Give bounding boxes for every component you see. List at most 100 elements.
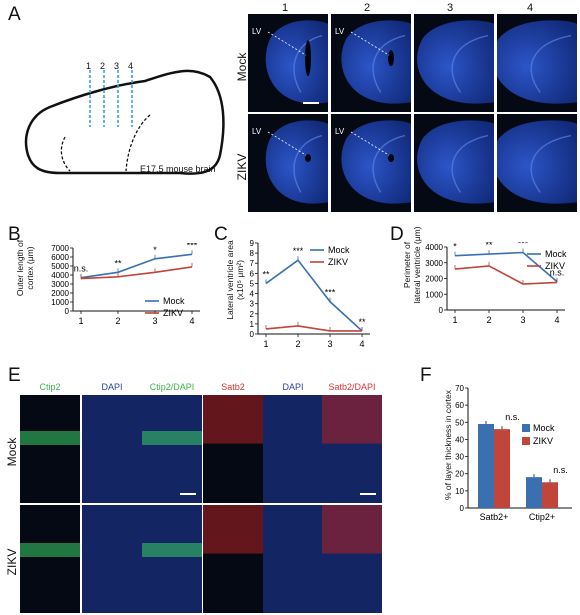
y-tick-label: 8: [250, 249, 255, 258]
dapi-signal: [82, 505, 142, 613]
lv-label: LV: [252, 27, 262, 36]
x-tick-label: 1: [452, 315, 457, 325]
tissue-shape: [417, 20, 494, 104]
legend-label-zikv: ZIKV: [545, 261, 565, 271]
micro-a-mock-1: LV: [248, 14, 328, 112]
col-header-1: 1: [282, 2, 289, 14]
x-tick-label: 2: [115, 316, 120, 326]
brain-caption: E17.5 mouse brain: [140, 164, 216, 174]
panel-label-e: E: [8, 365, 21, 386]
significance-marker: *: [453, 242, 457, 252]
col-header-2: 2: [364, 2, 371, 14]
series-mock-line: [454, 251, 558, 283]
cortex-edge: [293, 134, 323, 193]
y-tick-label: 1: [250, 320, 255, 329]
row-label-zikv: ZIKV: [235, 153, 249, 181]
y-tick-label: 1000: [425, 290, 443, 299]
satb2-band: [203, 505, 263, 554]
section-num-3: 3: [114, 61, 120, 71]
lateral-ventricle: [305, 40, 311, 77]
panel-label-b: B: [8, 224, 21, 245]
lv-label: LV: [335, 27, 345, 36]
y-tick-label: 70: [455, 384, 464, 393]
y-tick-label: 60: [455, 401, 464, 410]
e-header-4: DAPI: [282, 382, 304, 392]
bar-zikv-1: [542, 482, 558, 508]
micro-e-0-0: [20, 395, 80, 503]
micro-e-1-1: [82, 505, 142, 613]
e-row-label-zikv: ZIKV: [5, 548, 19, 576]
micro-a-zikv-3: [414, 114, 494, 212]
tissue-image: [142, 505, 202, 613]
brain-sketch: [24, 69, 225, 175]
micro-e-0-1: [82, 395, 142, 503]
significance-marker: ***: [187, 243, 198, 250]
significance-marker: *: [153, 245, 157, 255]
micro-e-1-0: [20, 505, 80, 613]
significance-marker: n.s.: [553, 465, 568, 475]
lv-pointer: [267, 131, 307, 156]
y-tick-label: 40: [455, 435, 464, 444]
series-zikv-line: [454, 265, 558, 285]
significance-marker: ***: [325, 288, 336, 298]
tissue-shape: [497, 120, 577, 204]
x-tick-label: 4: [359, 339, 364, 349]
tissue-shape: [265, 20, 328, 104]
x-tick-label: 3: [327, 339, 332, 349]
e-header-1: DAPI: [101, 382, 123, 392]
legend-label-zikv: ZIKV: [328, 257, 348, 267]
significance-marker: n.s.: [74, 264, 89, 274]
panel-label-a: A: [8, 4, 21, 25]
brain-hippocampal-dash: [60, 136, 71, 172]
ctip2-band: [20, 543, 80, 557]
lv-label: LV: [252, 127, 262, 136]
tissue-image: [322, 505, 382, 613]
micro-e-1-3: [203, 505, 263, 613]
tissue-image: [82, 505, 142, 613]
x-tick-label: 3: [520, 315, 525, 325]
y-tick-label: 1000: [51, 298, 69, 307]
lateral-ventricle: [305, 154, 311, 163]
y-tick-label: 6: [250, 269, 255, 278]
x-tick-label: Ctip2+: [529, 512, 555, 522]
col-header-3: 3: [447, 2, 454, 14]
y-tick-label: 20: [455, 470, 464, 479]
y-tick-label: 0: [439, 306, 444, 315]
series-mock-line: [80, 253, 193, 279]
y-tick-label: 4000: [425, 243, 443, 252]
e-header-0: Ctip2: [39, 382, 61, 392]
y-tick-label: 9: [250, 239, 255, 248]
ctip2-band: [142, 543, 202, 557]
tissue-shape: [497, 20, 577, 104]
micro-a-mock-2: LV: [331, 14, 411, 112]
cortex-edge: [372, 134, 406, 193]
tissue-image: [20, 431, 80, 445]
section-tissue: LV: [335, 120, 411, 204]
micro-a-zikv-4: [497, 114, 577, 212]
y-tick-label: 5000: [51, 262, 69, 271]
panel-label-c: C: [214, 224, 228, 245]
tissue-image: [322, 395, 382, 503]
x-tick-label: 1: [78, 316, 83, 326]
bar-mock-1: [526, 477, 542, 508]
section-num-1: 1: [86, 61, 92, 71]
cortex-edge: [372, 34, 406, 93]
lv-pointer: [267, 31, 307, 56]
y-tick-label: 50: [455, 418, 464, 427]
micro-a-mock-3: [414, 14, 494, 112]
x-tick-label: 1: [263, 339, 268, 349]
y-tick-label: 0: [65, 307, 70, 316]
y-tick-label: 4: [250, 290, 255, 299]
tissue-shape: [341, 20, 411, 104]
row-label-mock: Mock: [235, 52, 249, 82]
legend-swatch-mock: [522, 424, 530, 432]
legend-label-zikv: ZIKV: [163, 308, 183, 318]
brain-midbrain-dash: [125, 114, 151, 172]
legend-label-zikv: ZIKV: [533, 436, 553, 446]
y-tick-label: 10: [455, 487, 464, 496]
y-tick-label: 2: [250, 310, 255, 319]
micro-e-0-3: [203, 395, 263, 503]
dapi-signal: [142, 395, 202, 503]
dapi-signal: [263, 395, 323, 503]
